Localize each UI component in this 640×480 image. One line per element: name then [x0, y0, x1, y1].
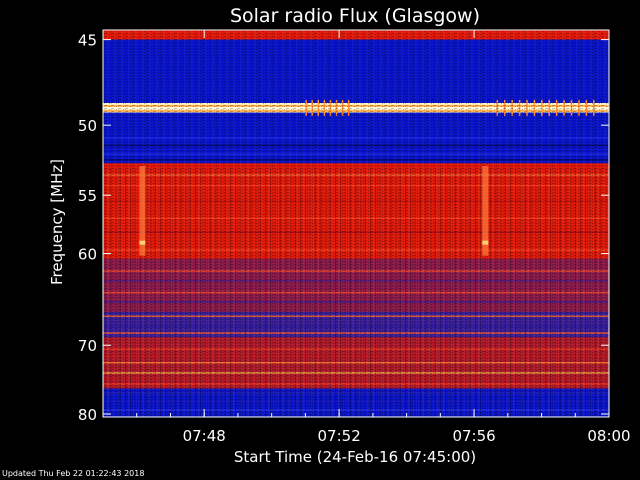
plot-area — [102, 29, 610, 418]
chart-title: Solar radio Flux (Glasgow) — [230, 5, 480, 27]
y-axis-label: Frequency [MHz] — [48, 159, 66, 285]
vertical-streak — [482, 166, 489, 256]
x-tick-label: 07:48 — [183, 427, 226, 445]
x-tick-label: 07:52 — [318, 427, 361, 445]
y-tick-label: 50 — [78, 117, 97, 135]
x-tick-label: 08:00 — [587, 427, 630, 445]
y-tick-label: 55 — [78, 187, 97, 205]
streak-spot — [482, 240, 489, 245]
streak-spot — [139, 240, 146, 245]
vertical-streak — [139, 166, 146, 256]
stripe-texture — [103, 168, 609, 417]
plot-frame — [102, 29, 610, 418]
x-axis-label: Start Time (24-Feb-16 07:45:00) — [234, 448, 476, 466]
y-tick-label: 70 — [78, 337, 97, 355]
updated-footer: Updated Thu Feb 22 01:22:43 2018 — [2, 469, 145, 478]
x-tick-label: 07:56 — [452, 427, 495, 445]
y-tick-label: 60 — [78, 246, 97, 264]
x-axis-ticks: 07:48 07:52 07:56 08:00 — [102, 30, 631, 445]
y-axis-ticks: 45 50 55 60 70 80 — [78, 32, 609, 424]
y-tick-label: 45 — [78, 32, 97, 50]
y-tick-label: 80 — [78, 406, 97, 424]
